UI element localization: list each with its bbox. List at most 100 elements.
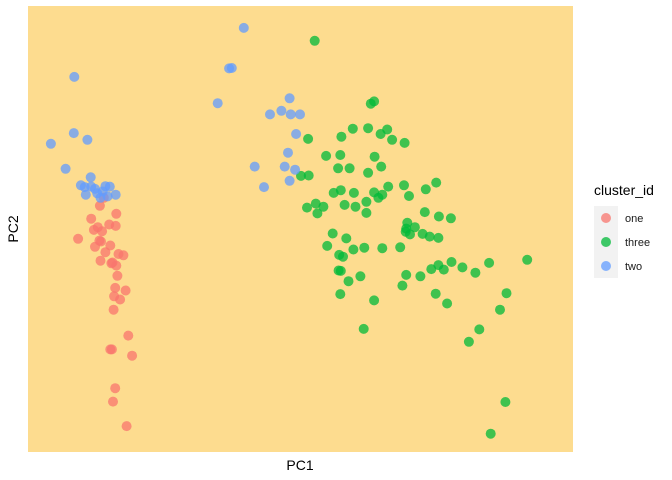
legend-swatch-three — [601, 237, 611, 247]
point-three — [433, 211, 444, 222]
point-one — [127, 350, 138, 361]
point-three — [373, 192, 384, 203]
point-three — [376, 161, 387, 172]
point-three — [359, 242, 370, 253]
point-three — [328, 187, 339, 198]
point-three — [312, 208, 323, 219]
point-two — [283, 147, 293, 158]
point-three — [431, 177, 442, 188]
point-three — [303, 133, 314, 144]
point-one — [120, 285, 131, 296]
point-three — [363, 167, 374, 178]
point-three — [322, 240, 333, 251]
point-three — [415, 271, 426, 282]
point-three — [361, 196, 372, 207]
point-three — [377, 243, 388, 254]
point-one — [118, 250, 129, 261]
point-three — [318, 201, 329, 212]
point-one — [123, 330, 134, 341]
point-three — [474, 324, 485, 335]
point-three — [401, 269, 412, 280]
point-three — [399, 180, 409, 191]
point-three — [399, 137, 410, 148]
point-three — [335, 150, 346, 160]
point-three — [409, 222, 420, 233]
point-three — [457, 262, 468, 273]
point-three — [463, 336, 474, 347]
point-three — [445, 213, 456, 224]
point-two — [291, 129, 302, 139]
point-three — [358, 323, 369, 334]
x-axis-title: PC1 — [286, 457, 313, 473]
point-three — [430, 288, 441, 299]
point-three — [338, 251, 348, 262]
point-three — [355, 271, 366, 282]
point-three — [397, 280, 408, 291]
point-three — [339, 199, 350, 210]
point-one — [111, 260, 122, 271]
point-one — [112, 270, 123, 281]
point-three — [302, 202, 312, 213]
legend: cluster_id one three two — [594, 182, 654, 278]
point-two — [249, 161, 260, 172]
point-two — [238, 22, 249, 33]
point-three — [426, 264, 437, 275]
point-three — [303, 170, 314, 181]
point-three — [309, 35, 320, 46]
point-three — [424, 231, 435, 242]
point-two — [60, 163, 71, 174]
point-three — [500, 397, 511, 407]
legend-label-two: two — [625, 261, 642, 273]
point-three — [501, 288, 512, 299]
point-one — [94, 200, 105, 211]
point-three — [369, 295, 380, 306]
point-three — [470, 267, 481, 278]
legend-label-one: one — [625, 213, 643, 225]
point-three — [484, 257, 495, 268]
point-three — [361, 207, 372, 218]
point-three — [395, 242, 406, 253]
point-two — [85, 172, 96, 183]
point-three — [420, 184, 431, 195]
point-one — [73, 233, 84, 244]
point-one — [110, 282, 121, 293]
point-one — [111, 208, 122, 219]
point-one — [108, 396, 118, 407]
point-two — [265, 109, 275, 120]
legend-label-three: three — [625, 237, 650, 249]
point-three — [343, 276, 354, 287]
point-three — [335, 289, 346, 300]
point-one — [86, 213, 97, 224]
point-three — [404, 191, 414, 201]
point-two — [212, 98, 223, 109]
point-three — [341, 233, 352, 244]
point-one — [108, 304, 119, 315]
point-three — [369, 96, 380, 107]
point-two — [284, 175, 295, 186]
points-layer — [45, 22, 533, 439]
point-three — [446, 257, 457, 267]
legend-swatch-two — [601, 261, 611, 271]
point-three — [485, 428, 496, 439]
point-three — [348, 187, 359, 198]
point-one — [110, 383, 121, 394]
point-two — [104, 181, 115, 192]
point-three — [495, 304, 505, 315]
point-two — [259, 182, 269, 193]
point-three — [344, 163, 355, 174]
point-one — [95, 255, 106, 266]
legend-swatch-one — [601, 213, 611, 223]
point-two — [290, 164, 301, 175]
point-two — [110, 189, 121, 200]
point-three — [296, 170, 306, 181]
point-one — [115, 294, 126, 305]
point-three — [327, 228, 338, 239]
point-three — [335, 265, 346, 276]
point-three — [438, 264, 449, 275]
point-one — [121, 421, 132, 432]
point-two — [295, 109, 305, 120]
point-three — [321, 150, 332, 161]
point-one — [106, 344, 117, 355]
point-two — [80, 189, 91, 200]
